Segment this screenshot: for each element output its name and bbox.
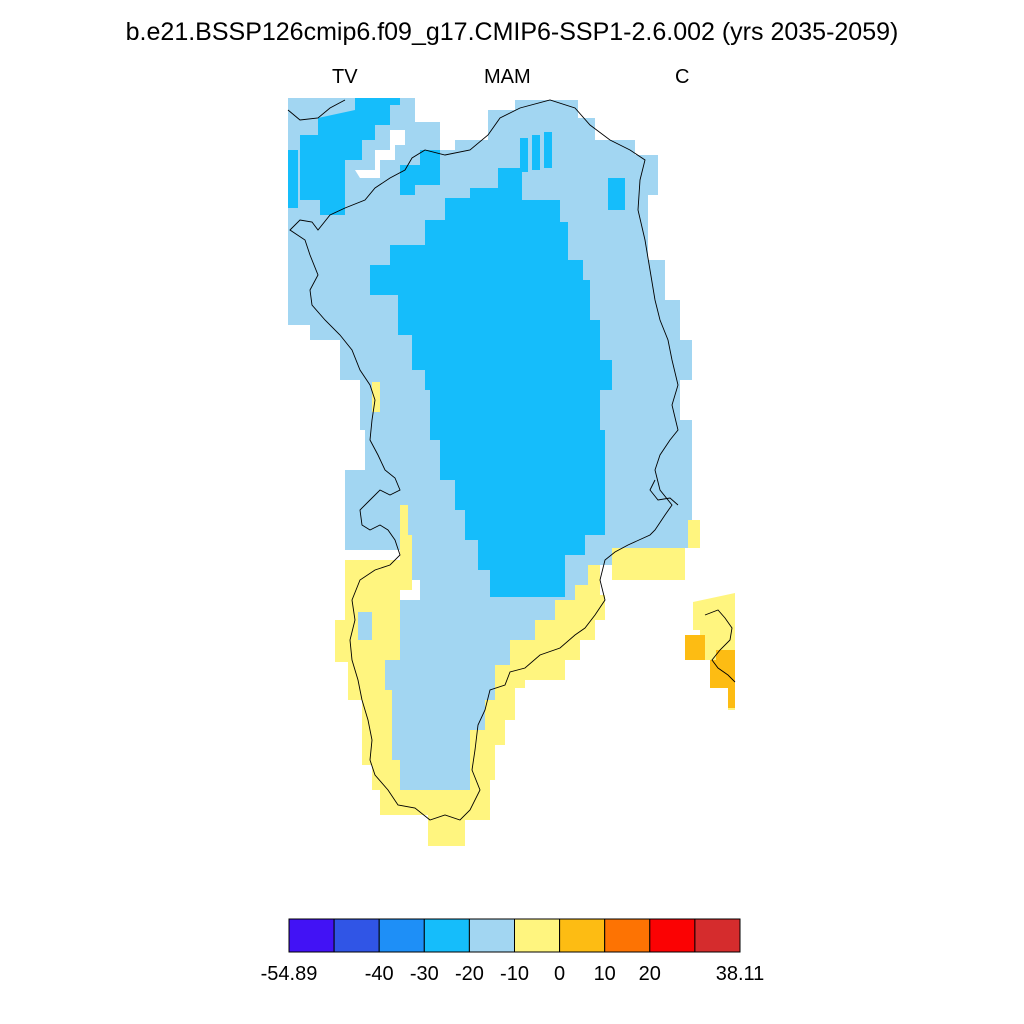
region-moderate-negative-island [358,612,372,640]
colorbar-swatch [694,918,741,953]
coastline [289,99,679,821]
region-strong-negative-n [520,132,552,172]
units-label: C [675,66,690,88]
colorbar-tick-label: 38.11 [716,963,765,985]
region-slight-positive-se [612,520,700,580]
region-positive-east [685,635,735,708]
coastline-nw-channel [287,99,346,121]
colorbar-tick-label: -10 [500,963,529,985]
colorbar-swatch [288,918,335,953]
region-strong-negative-ne [608,178,625,210]
colorbar-tick-label: 10 [594,963,616,985]
region-strong-negative-nw [300,98,400,215]
colorbar-tick-label: 20 [639,963,661,985]
coastline-east-island [704,609,736,683]
colorbar-swatch [423,918,470,953]
colorbar-tick-label: -40 [365,963,394,985]
variable-label: TV [332,66,358,88]
colorbar-swatch [649,918,696,953]
ocean-gap-nw [355,130,405,178]
colorbar-tick-label: -54.89 [261,963,318,985]
region-strong-negative [370,168,612,597]
colorbar-tick-label: 0 [554,963,565,985]
region-strong-negative-nw2 [400,150,440,195]
colorbar-swatch [514,918,561,953]
plot-title: b.e21.BSSP126cmip6.f09_g17.CMIP6-SSP1-2.… [125,18,899,46]
colorbar-tick-label: -20 [455,963,484,985]
colorbar-swatch [604,918,651,953]
region-slight-positive-sw [335,505,605,846]
season-label: MAM [484,66,531,88]
colorbar-swatch [333,918,380,953]
region-strong-negative-w [288,150,298,208]
ocean-gap-n [440,122,470,150]
colorbar-swatch [468,918,515,953]
coastline-fjord [649,479,679,506]
colorbar-swatch [559,918,606,953]
colorbar-tick-label: -30 [410,963,439,985]
colorbar-swatch [378,918,425,953]
